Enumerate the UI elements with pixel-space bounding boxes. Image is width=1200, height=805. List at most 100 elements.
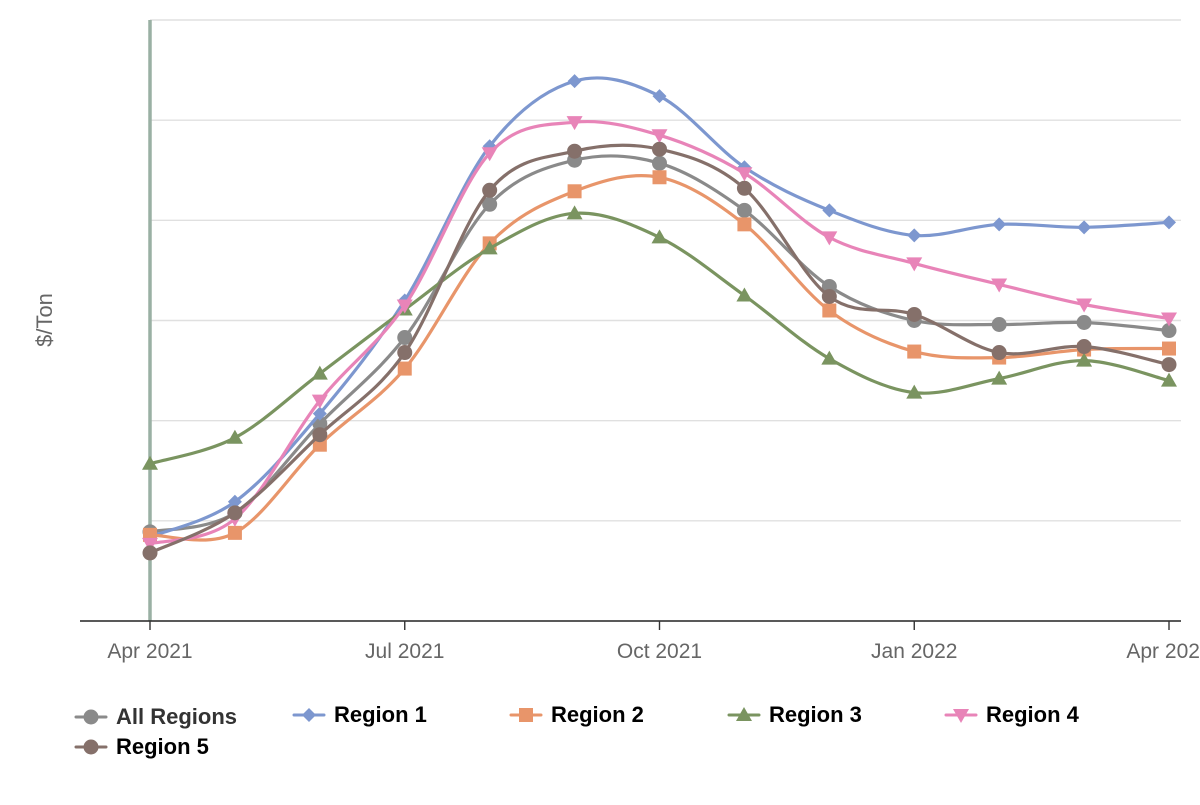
data-point[interactable]: [736, 287, 753, 302]
data-point[interactable]: [567, 143, 583, 159]
data-point[interactable]: [397, 345, 413, 361]
data-point[interactable]: [482, 182, 498, 198]
data-point[interactable]: [822, 303, 837, 318]
legend-swatch: [944, 709, 978, 723]
data-point[interactable]: [822, 203, 837, 218]
legend-swatch-marker: [83, 739, 99, 755]
data-point[interactable]: [566, 205, 583, 220]
legend-swatch-marker: [953, 709, 969, 723]
x-tick-label: Oct 2021: [617, 640, 702, 663]
legend-swatch: [74, 739, 108, 755]
x-tick-label: Apr 2022: [1126, 640, 1200, 663]
data-point[interactable]: [142, 537, 158, 552]
data-point[interactable]: [736, 180, 752, 196]
data-point[interactable]: [312, 406, 327, 421]
data-point[interactable]: [1161, 372, 1177, 387]
data-point[interactable]: [1076, 315, 1092, 331]
series-lines: [142, 74, 1177, 561]
data-point[interactable]: [1162, 215, 1176, 230]
legend-label: Region 5: [116, 734, 209, 759]
data-point[interactable]: [821, 350, 838, 365]
data-point[interactable]: [906, 306, 922, 322]
legend-item-region-5[interactable]: Region 5: [74, 732, 209, 762]
data-point[interactable]: [652, 155, 667, 171]
legend-item-all-regions[interactable]: All Regions: [74, 702, 237, 732]
legend-item-region-2[interactable]: Region 2: [509, 700, 644, 730]
data-point[interactable]: [651, 129, 668, 144]
data-point[interactable]: [142, 545, 158, 561]
legend-swatch-marker: [736, 707, 752, 721]
data-point[interactable]: [737, 217, 752, 232]
y-axis-label: $/Ton: [32, 293, 57, 347]
data-point[interactable]: [1161, 312, 1177, 327]
data-point[interactable]: [991, 278, 1008, 293]
data-point[interactable]: [1077, 220, 1092, 235]
data-point[interactable]: [652, 141, 667, 157]
legend-label: Region 1: [334, 702, 427, 727]
legend-swatch: [727, 707, 761, 721]
legend-swatch: [292, 708, 326, 722]
data-point[interactable]: [1076, 298, 1093, 313]
legend-item-region-1[interactable]: Region 1: [292, 700, 427, 730]
legend-swatch: [509, 708, 543, 722]
data-point[interactable]: [1076, 352, 1093, 367]
data-point[interactable]: [907, 344, 922, 359]
data-point[interactable]: [652, 170, 667, 185]
data-point[interactable]: [1161, 323, 1177, 339]
data-point[interactable]: [906, 384, 923, 399]
data-point[interactable]: [652, 89, 667, 104]
x-tick-label: Apr 2021: [107, 640, 192, 663]
data-point[interactable]: [567, 184, 582, 199]
data-point[interactable]: [226, 429, 243, 444]
data-point[interactable]: [396, 299, 413, 314]
data-point[interactable]: [821, 231, 838, 246]
x-tick-label: Jul 2021: [365, 640, 444, 663]
legend-item-region-4[interactable]: Region 4: [944, 700, 1079, 730]
data-point[interactable]: [736, 167, 753, 182]
series-all-regions: [142, 152, 1177, 540]
series-region-2: [143, 170, 1176, 542]
data-point[interactable]: [991, 370, 1008, 385]
legend-swatch-marker: [83, 709, 99, 725]
data-point[interactable]: [906, 257, 923, 272]
data-point[interactable]: [482, 196, 498, 212]
data-point[interactable]: [1161, 357, 1177, 373]
data-point[interactable]: [311, 365, 328, 380]
legend-swatch-marker: [519, 708, 533, 722]
data-point[interactable]: [736, 202, 752, 218]
legend-item-region-3[interactable]: Region 3: [727, 700, 862, 730]
series-region-5: [142, 141, 1177, 561]
gridlines: [150, 19, 1181, 522]
data-point[interactable]: [481, 240, 498, 255]
data-point[interactable]: [651, 229, 668, 244]
legend-label: All Regions: [116, 704, 238, 729]
data-point[interactable]: [907, 228, 922, 243]
series-line[interactable]: [148, 119, 1171, 546]
data-point[interactable]: [227, 505, 243, 521]
legend-swatch: [74, 709, 108, 725]
data-point[interactable]: [1162, 341, 1176, 356]
data-point[interactable]: [481, 147, 498, 162]
data-point[interactable]: [1076, 339, 1092, 355]
data-point[interactable]: [821, 288, 837, 304]
legend-label: Region 4: [986, 702, 1079, 727]
data-point[interactable]: [397, 330, 413, 346]
data-point[interactable]: [227, 525, 242, 540]
data-point[interactable]: [227, 494, 242, 509]
data-point[interactable]: [991, 345, 1007, 361]
series-line[interactable]: [148, 154, 1171, 534]
data-point[interactable]: [397, 361, 412, 376]
data-point[interactable]: [992, 217, 1007, 232]
data-point[interactable]: [312, 427, 328, 443]
legend-swatch-marker: [302, 708, 316, 722]
data-point[interactable]: [566, 116, 583, 131]
legend-label: Region 2: [551, 702, 644, 727]
x-tick-label: Jan 2022: [871, 640, 957, 663]
data-point[interactable]: [991, 317, 1007, 333]
series-line[interactable]: [148, 143, 1171, 555]
data-point[interactable]: [311, 394, 328, 409]
data-point[interactable]: [567, 74, 582, 89]
data-point[interactable]: [142, 455, 158, 470]
